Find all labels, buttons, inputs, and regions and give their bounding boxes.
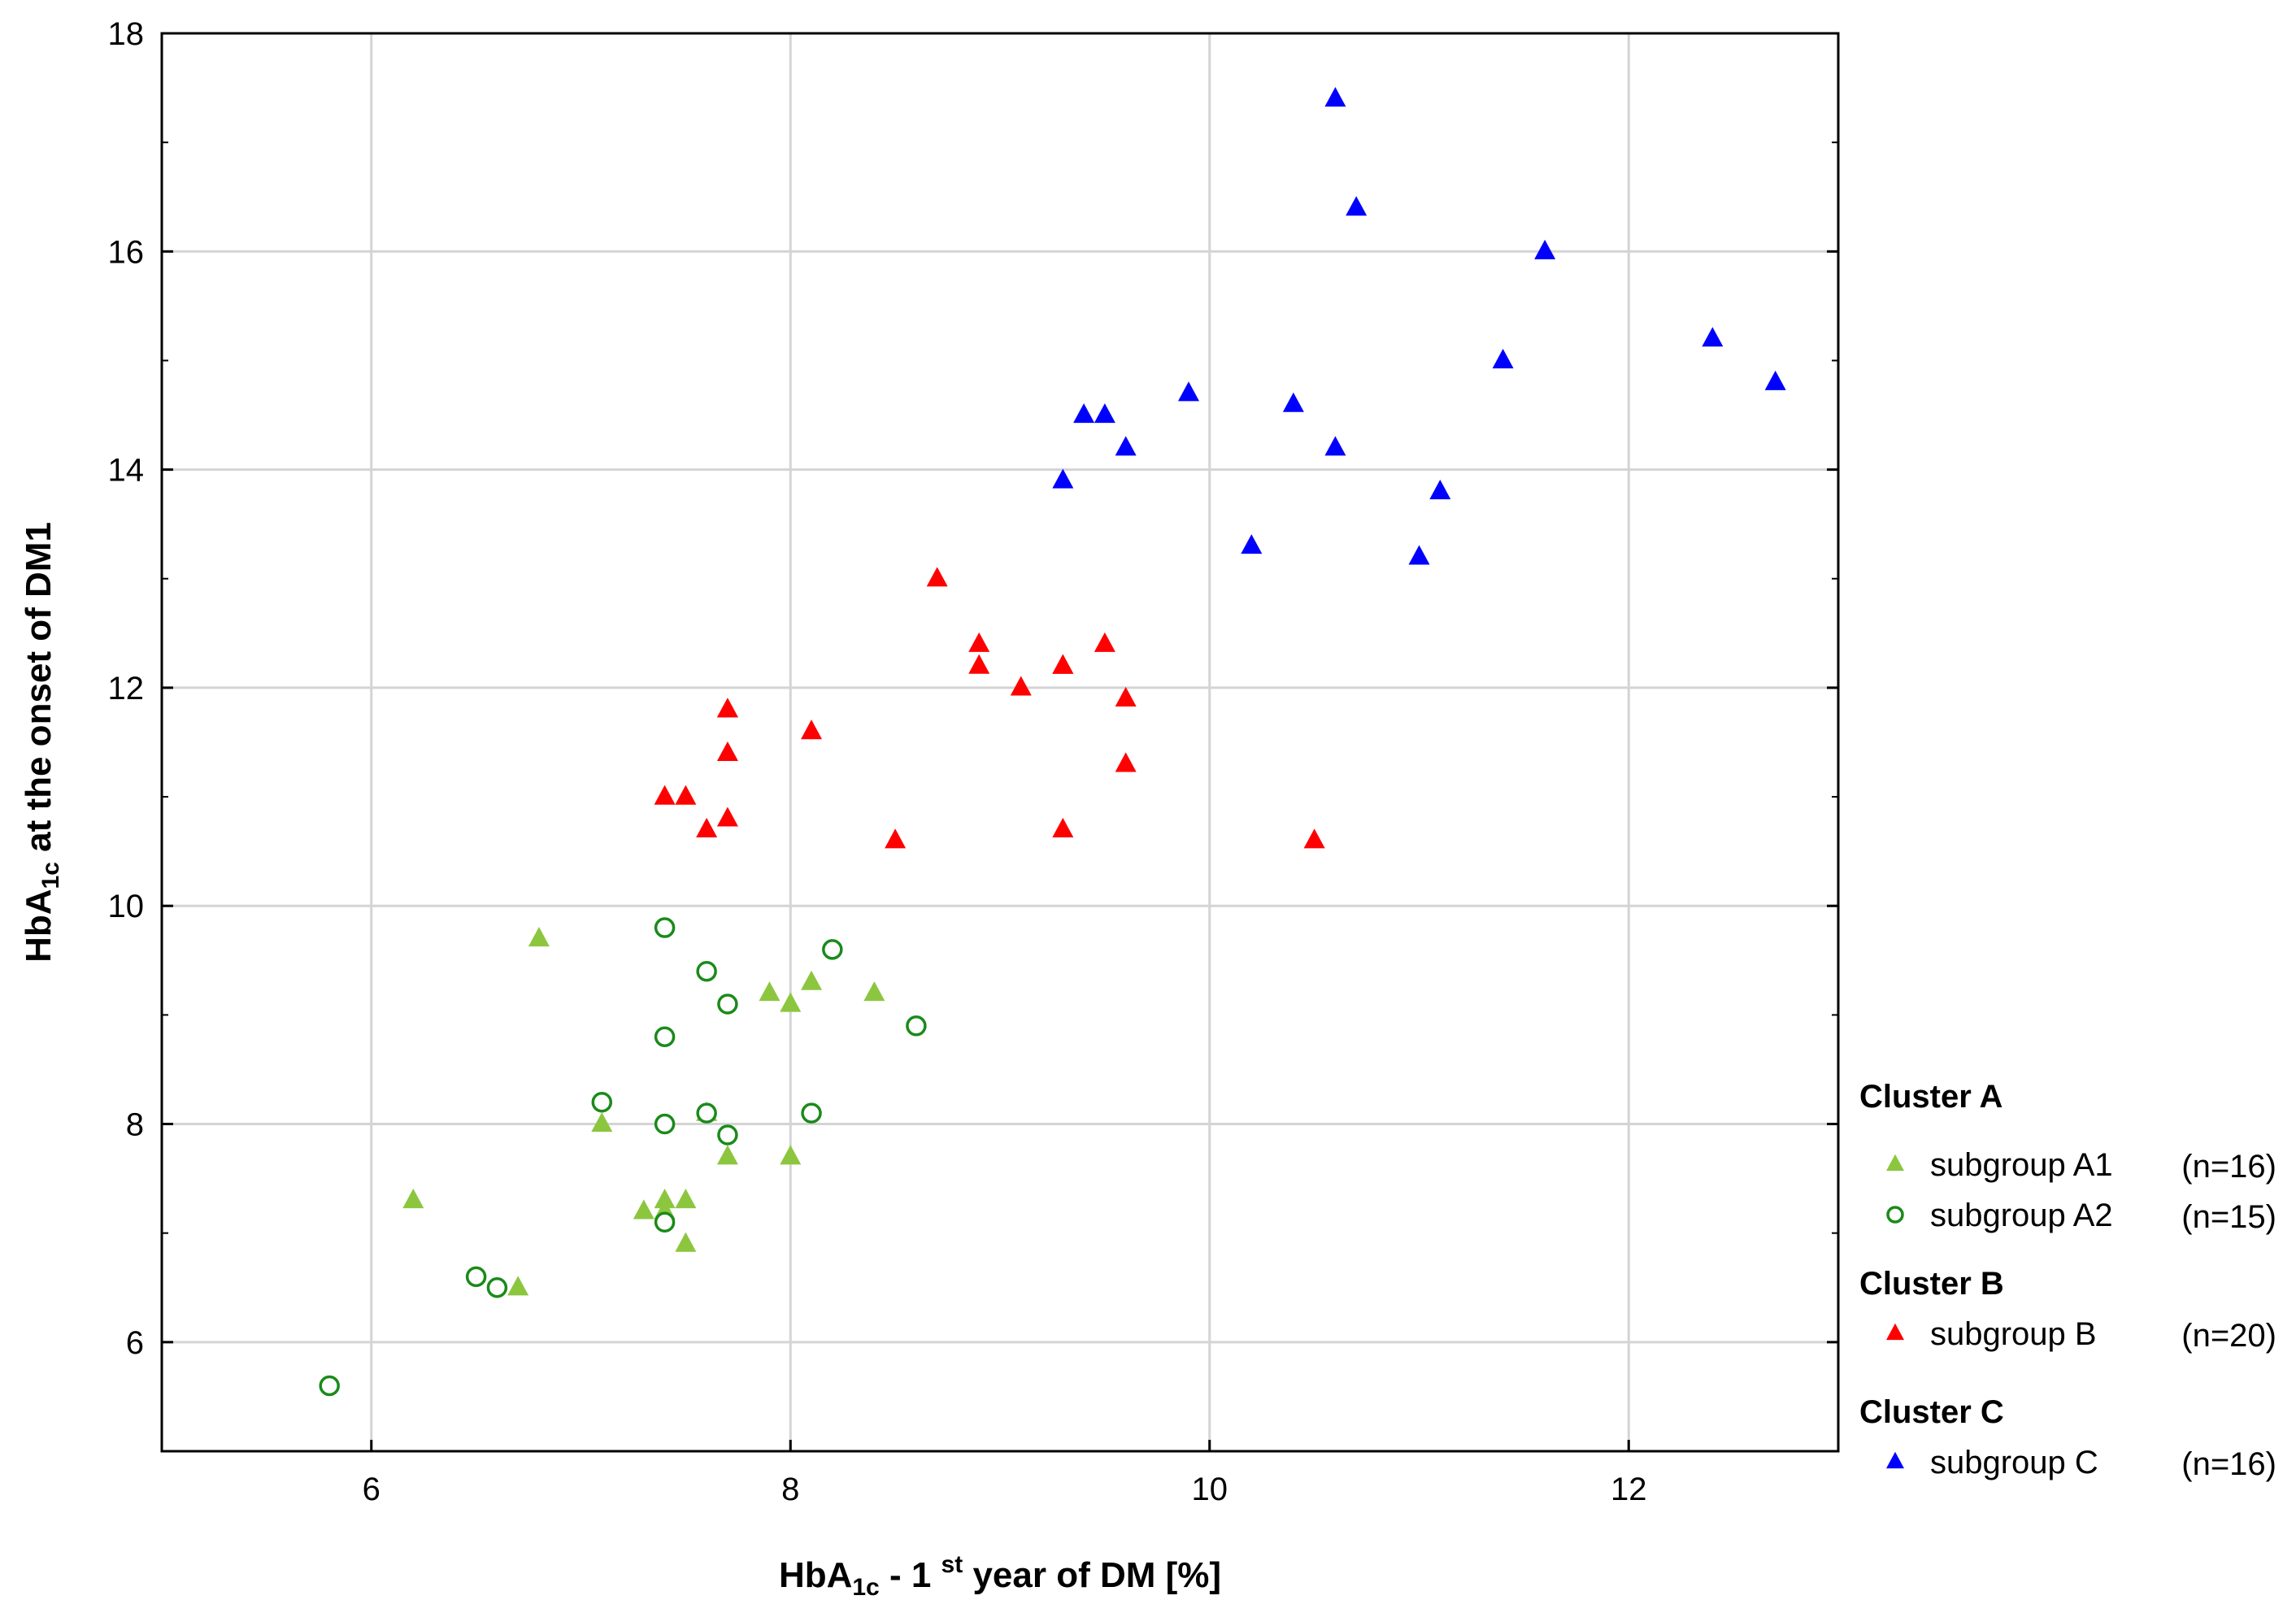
point-a1: [507, 1276, 529, 1296]
point-a2: [906, 1015, 927, 1037]
legend-series-count: (n=16): [2181, 1446, 2276, 1482]
point-a1: [801, 970, 823, 990]
x-tick-label: 12: [1611, 1472, 1647, 1507]
point-b: [968, 632, 990, 652]
point-a1: [675, 1189, 697, 1209]
x-tick-label: 8: [781, 1472, 799, 1507]
point-c: [1115, 436, 1137, 456]
legend-cluster-heading: Cluster C: [1859, 1394, 2004, 1430]
point-c: [1094, 403, 1115, 424]
x-tick-label: 10: [1192, 1472, 1228, 1507]
point-a2: [696, 1102, 717, 1124]
point-a2: [654, 1211, 676, 1233]
point-b: [926, 567, 948, 587]
point-c: [1764, 370, 1786, 390]
axis-ticks: 6 8 10 12 6 8 10 12 14 16 18: [108, 16, 1838, 1507]
point-a1: [780, 992, 802, 1012]
y-axis-title: HbA1c at the onset of DM1: [19, 522, 64, 963]
point-a1: [759, 981, 781, 1002]
point-a1: [654, 1189, 676, 1209]
y-tick-label: 12: [108, 671, 145, 707]
legend-series-count: (n=15): [2181, 1199, 2276, 1235]
point-c: [1241, 534, 1263, 554]
point-a2: [801, 1102, 822, 1124]
point-b: [1115, 686, 1137, 707]
y-tick-label: 8: [126, 1107, 144, 1143]
legend-series-count: (n=20): [2181, 1318, 2276, 1354]
legend-series-name: subgroup B: [1930, 1316, 2097, 1352]
y-tick-label: 16: [108, 234, 145, 270]
point-b: [1010, 676, 1032, 696]
point-b: [1052, 654, 1074, 674]
point-a2: [486, 1277, 508, 1298]
point-a1: [675, 1232, 697, 1252]
point-a2: [822, 939, 843, 960]
point-c: [1177, 381, 1199, 402]
point-c: [1534, 239, 1556, 259]
point-c: [1492, 349, 1514, 369]
point-b: [1094, 632, 1115, 652]
y-tick-label: 6: [126, 1325, 144, 1361]
point-c: [1282, 392, 1304, 412]
point-a2: [591, 1091, 613, 1113]
legend-series-name: subgroup C: [1930, 1445, 2098, 1480]
y-tick-label: 14: [108, 453, 145, 489]
legend: Cluster A subgroup A1 (n=16) subgroup A2 (n=…: [1859, 1079, 2276, 1482]
point-a2: [319, 1375, 340, 1397]
point-a2: [696, 960, 717, 982]
point-c: [1346, 196, 1368, 216]
point-a2: [717, 993, 738, 1015]
legend-marker-b: [1886, 1323, 1904, 1341]
point-a2: [717, 1124, 738, 1146]
point-b: [1052, 817, 1074, 837]
legend-series-name: subgroup A2: [1930, 1198, 2113, 1233]
point-a2: [654, 917, 676, 938]
point-a1: [591, 1112, 613, 1133]
point-c: [1324, 87, 1346, 107]
point-b: [1115, 752, 1137, 772]
y-tick-label: 10: [108, 889, 145, 924]
point-c: [1324, 436, 1346, 456]
legend-marker-a1: [1886, 1154, 1904, 1172]
point-b: [696, 817, 718, 837]
legend-cluster-heading: Cluster B: [1859, 1266, 2004, 1302]
point-a1: [402, 1189, 424, 1209]
y-tick-label: 18: [108, 16, 145, 52]
point-b: [1303, 828, 1325, 849]
x-axis-title: HbA1c - 1 st year of DM [%]: [779, 1551, 1221, 1601]
x-tick-label: 6: [363, 1472, 380, 1507]
point-b: [654, 785, 676, 805]
point-b: [716, 698, 738, 718]
point-b: [716, 741, 738, 762]
point-a1: [863, 981, 885, 1002]
point-b: [968, 654, 990, 674]
point-b: [675, 785, 697, 805]
legend-cluster-heading: Cluster A: [1859, 1079, 2002, 1115]
point-a2: [465, 1266, 487, 1288]
legend-marker-a2: [1886, 1206, 1904, 1224]
point-c: [1408, 545, 1430, 565]
point-a2: [654, 1026, 676, 1047]
point-a1: [633, 1199, 654, 1220]
point-c: [1052, 468, 1074, 489]
point-a1: [780, 1145, 802, 1165]
legend-series-name: subgroup A1: [1930, 1147, 2113, 1183]
point-a1: [528, 927, 550, 947]
point-c: [1702, 327, 1724, 347]
point-b: [716, 806, 738, 827]
point-c: [1073, 403, 1095, 424]
legend-series-count: (n=16): [2181, 1149, 2276, 1185]
point-b: [885, 828, 907, 849]
point-a2: [654, 1113, 676, 1135]
point-c: [1429, 480, 1451, 500]
data-points: [319, 87, 1786, 1397]
point-a1: [716, 1145, 738, 1165]
plot-frame: [160, 32, 1840, 1453]
point-b: [801, 720, 823, 740]
legend-marker-c: [1886, 1451, 1904, 1469]
